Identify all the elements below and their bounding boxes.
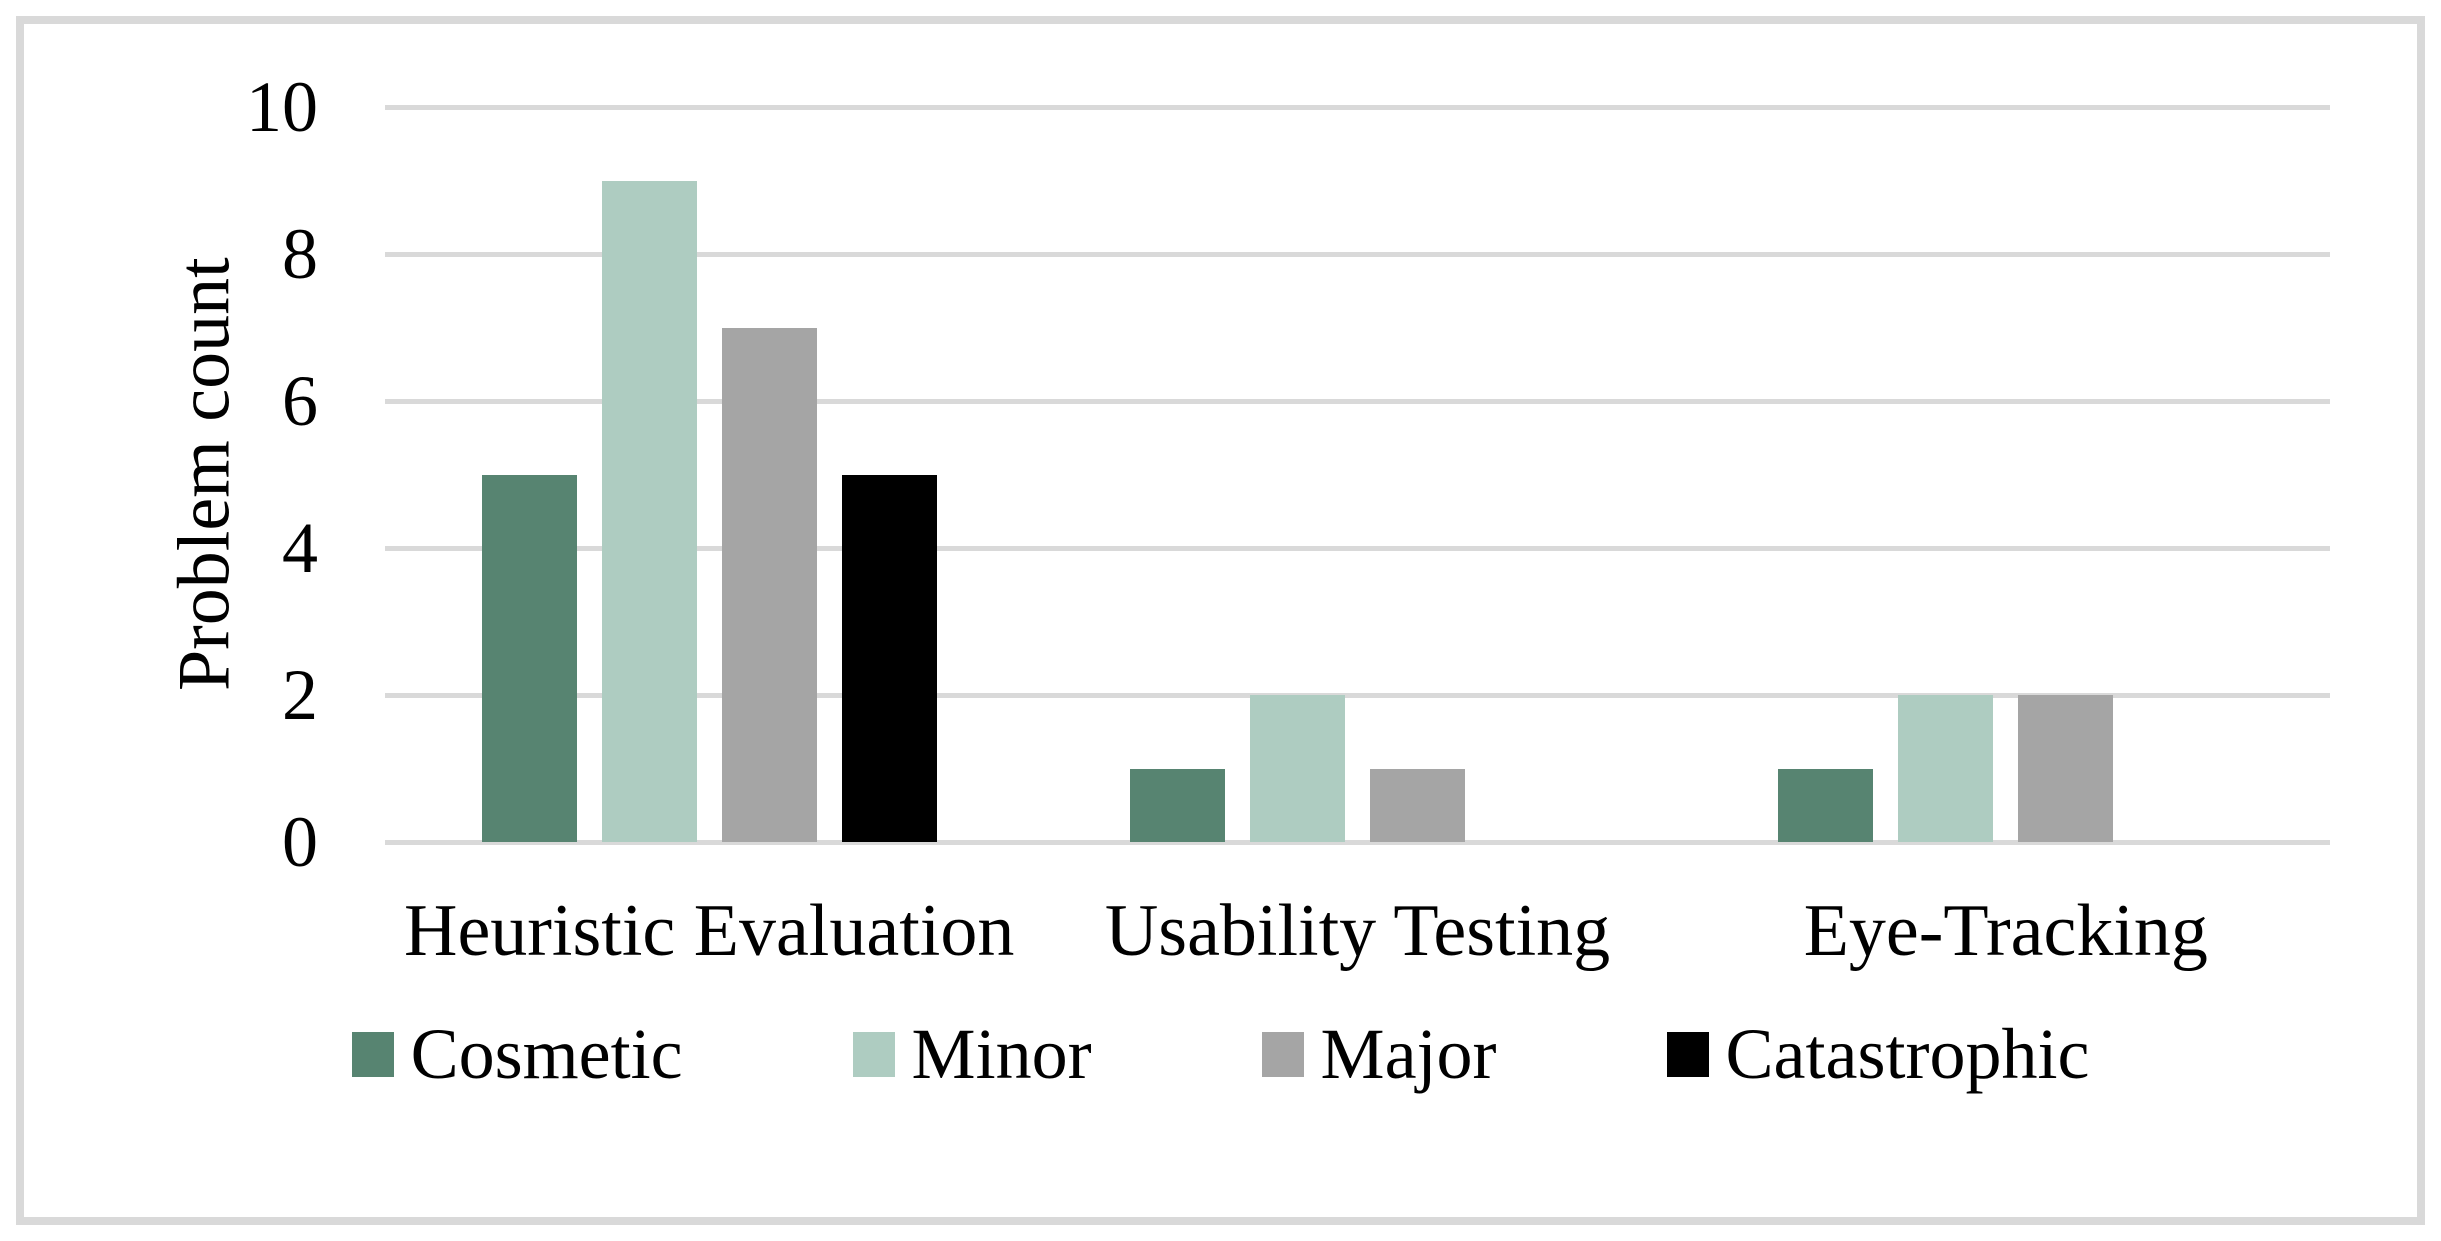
legend-label: Catastrophic xyxy=(1725,1014,2090,1094)
legend-swatch-icon xyxy=(852,1031,895,1077)
x-axis-category-label: Eye-Tracking xyxy=(1803,890,2208,972)
y-tick-label: 0 xyxy=(282,802,318,882)
bar-slot xyxy=(721,327,817,842)
bar-slot xyxy=(1129,768,1225,842)
bar-cosmetic-eye-tracking xyxy=(1778,768,1874,842)
legend-label: Major xyxy=(1320,1014,1497,1094)
legend-item-cosmetic: Cosmetic xyxy=(351,1014,683,1094)
bar-minor-usability-testing xyxy=(1249,695,1345,842)
y-tick-label: 8 xyxy=(282,214,318,294)
y-tick-label: 4 xyxy=(282,508,318,588)
legend-label: Cosmetic xyxy=(410,1014,683,1094)
x-axis-category-labels: Heuristic Evaluation Usability Testing Eye… xyxy=(385,890,2330,972)
bar-slot xyxy=(2018,695,2114,842)
y-axis-tick-labels: 0 2 4 6 8 10 xyxy=(0,0,318,1241)
bar-groups xyxy=(385,107,2330,842)
legend: Cosmetic Minor Major Catastrophic xyxy=(0,1018,2441,1090)
bar-slot xyxy=(841,474,937,842)
y-tick-label: 2 xyxy=(282,655,318,735)
gridline xyxy=(385,839,2330,845)
bar-group xyxy=(1682,107,2330,842)
bar-slot xyxy=(601,180,697,842)
y-tick-label: 6 xyxy=(282,361,318,441)
y-tick-label: 10 xyxy=(246,67,318,147)
bar-slot xyxy=(1249,695,1345,842)
bar-major-heuristic-evaluation xyxy=(721,327,817,842)
legend-label: Minor xyxy=(911,1014,1092,1094)
bar-minor-eye-tracking xyxy=(1898,695,1994,842)
legend-item-major: Major xyxy=(1261,1014,1497,1094)
bar-group xyxy=(385,107,1033,842)
x-axis-category-label: Usability Testing xyxy=(1104,890,1611,972)
bar-major-usability-testing xyxy=(1369,768,1465,842)
bar-slot xyxy=(481,474,577,842)
plot-area xyxy=(385,104,2330,845)
legend-swatch-icon xyxy=(1666,1031,1709,1077)
gridline xyxy=(385,104,2330,110)
bar-cosmetic-usability-testing xyxy=(1129,768,1225,842)
gridline xyxy=(385,545,2330,551)
bar-catastrophic-heuristic-evaluation xyxy=(841,474,937,842)
gridline xyxy=(385,398,2330,404)
bar-cosmetic-heuristic-evaluation xyxy=(481,474,577,842)
bar-slot xyxy=(1778,768,1874,842)
bar-minor-heuristic-evaluation xyxy=(601,180,697,842)
x-axis-category-label: Heuristic Evaluation xyxy=(404,890,1015,972)
gridline xyxy=(385,251,2330,257)
bar-slot xyxy=(1898,695,1994,842)
bar-major-eye-tracking xyxy=(2018,695,2114,842)
legend-swatch-icon xyxy=(351,1031,394,1077)
figure-border xyxy=(16,16,2425,1225)
gridline xyxy=(385,692,2330,698)
legend-item-catastrophic: Catastrophic xyxy=(1666,1014,2090,1094)
legend-item-minor: Minor xyxy=(852,1014,1092,1094)
legend-swatch-icon xyxy=(1261,1031,1304,1077)
bar-group xyxy=(1033,107,1681,842)
bar-slot xyxy=(1369,768,1465,842)
